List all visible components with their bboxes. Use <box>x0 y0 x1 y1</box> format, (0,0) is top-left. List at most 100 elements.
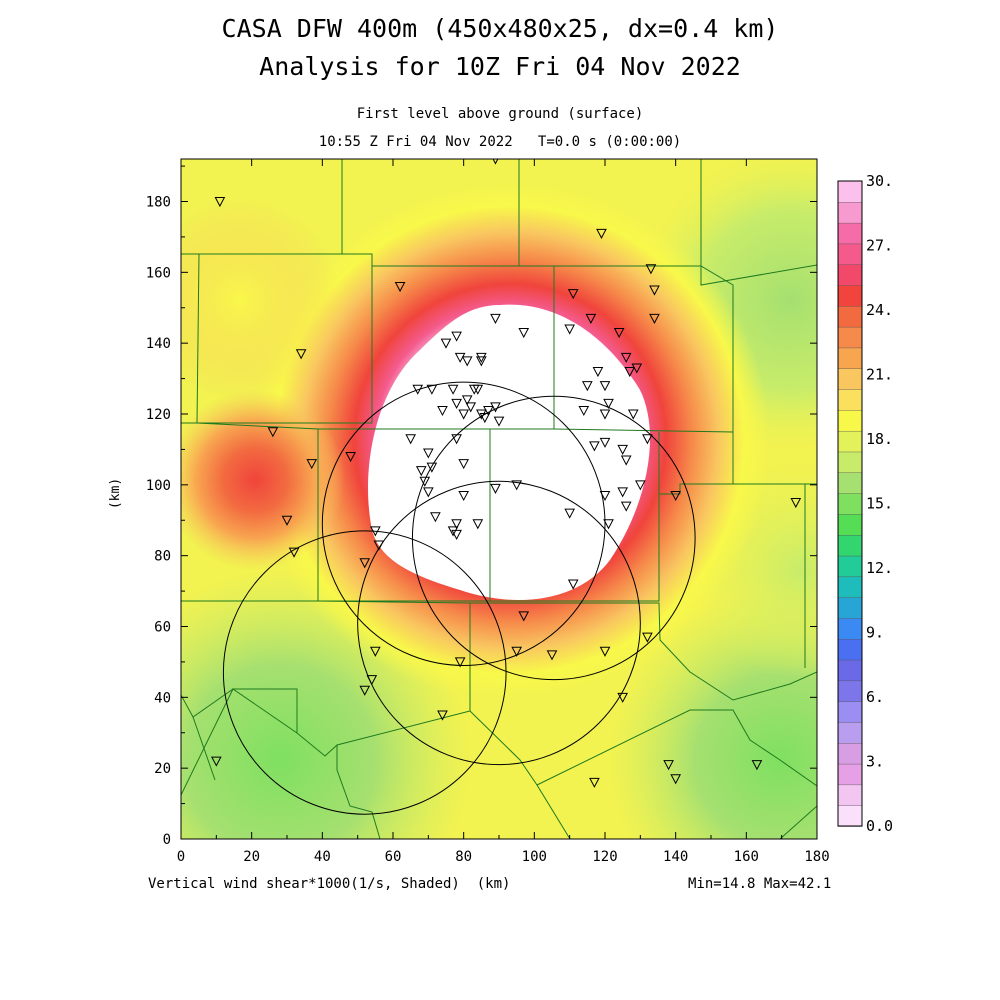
station-marker <box>451 398 462 409</box>
station-marker <box>423 448 434 459</box>
station-marker <box>585 313 597 324</box>
station-markers <box>211 159 802 788</box>
station-marker <box>617 692 628 703</box>
station-marker <box>288 547 300 558</box>
radar-ring-3 <box>357 480 641 766</box>
station-marker <box>394 282 406 293</box>
colorbar-swatch <box>837 264 863 286</box>
level-subtitle: First level above ground (surface) <box>356 106 644 122</box>
station-marker <box>476 356 487 367</box>
station-marker <box>582 381 593 392</box>
colorbar-swatch <box>837 763 863 786</box>
colorbar-label: 0.0 <box>866 817 893 835</box>
station-marker <box>451 519 462 530</box>
station-marker <box>211 756 222 767</box>
station-marker <box>599 490 611 502</box>
station-marker <box>649 313 660 324</box>
radar-ring-4 <box>222 530 507 815</box>
station-marker <box>518 611 530 622</box>
station-marker <box>649 285 660 296</box>
colorbar-swatch <box>837 430 863 453</box>
colorbar-swatch <box>837 680 863 702</box>
radar-ring-1 <box>411 395 696 681</box>
x-tick-label: 60 <box>385 849 402 865</box>
station-marker <box>564 508 575 519</box>
station-marker <box>518 328 530 339</box>
colorbar-swatch <box>837 222 863 245</box>
station-marker <box>458 490 469 502</box>
station-marker <box>599 409 611 420</box>
colorbar-swatch <box>837 243 863 265</box>
station-marker <box>599 381 611 392</box>
station-marker <box>620 352 632 363</box>
y-tick-label: 20 <box>154 761 171 777</box>
station-marker <box>642 434 653 445</box>
colorbar-swatch <box>837 638 863 661</box>
y-tick-label: 80 <box>154 549 171 565</box>
colorbar-swatch <box>837 201 863 224</box>
x-tick-label: 180 <box>804 849 829 865</box>
station-marker <box>642 632 653 643</box>
y-tick-label: 60 <box>154 620 171 636</box>
station-marker <box>373 540 385 551</box>
y-axis-label: (km) <box>108 477 124 510</box>
colorbar-swatch <box>837 513 863 536</box>
chart-title-line1: CASA DFW 400m (450x480x25, dx=0.4 km) <box>221 14 779 43</box>
station-marker <box>454 657 466 668</box>
station-marker <box>483 405 494 417</box>
colorbar-label: 30. <box>866 172 893 190</box>
station-marker <box>465 402 477 413</box>
y-axis: 0 20 40 60 80 100 120 140 160 180 <box>146 165 817 848</box>
y-tick-label: 100 <box>146 478 171 494</box>
time-subtitle: 10:55 Z Fri 04 Nov 2022 T=0.0 s (0:00:00… <box>318 134 682 150</box>
station-marker <box>490 313 501 324</box>
colorbar-label: 18. <box>866 430 893 448</box>
y-tick-label: 120 <box>146 407 171 423</box>
colorbar-swatch <box>837 284 863 307</box>
radar-range-rings <box>222 381 696 815</box>
colorbar-swatch <box>837 409 863 432</box>
station-marker <box>511 480 522 491</box>
x-tick-label: 140 <box>663 849 688 865</box>
station-marker <box>405 434 416 445</box>
station-marker <box>447 384 459 395</box>
station-marker <box>790 498 802 509</box>
station-marker <box>472 519 484 530</box>
station-marker <box>635 480 646 491</box>
x-tick-label: 120 <box>592 849 617 865</box>
station-marker <box>663 760 674 771</box>
station-marker <box>511 646 522 657</box>
y-tick-label: 180 <box>146 195 171 211</box>
station-marker <box>461 395 473 406</box>
station-marker <box>567 289 579 300</box>
station-marker <box>412 384 424 395</box>
station-marker <box>620 455 632 466</box>
y-tick-label: 40 <box>154 690 171 706</box>
colorbar-swatch <box>837 700 863 723</box>
station-marker <box>603 519 614 530</box>
colorbar-label: 24. <box>866 301 893 319</box>
station-marker <box>564 324 575 335</box>
colorbar-swatch <box>837 326 863 349</box>
station-marker <box>599 437 611 448</box>
station-marker <box>415 466 427 477</box>
station-marker <box>437 405 448 417</box>
station-marker <box>423 487 434 498</box>
station-marker <box>670 774 681 785</box>
colorbar-swatch <box>837 576 863 598</box>
station-marker <box>437 710 448 721</box>
colorbar-swatch <box>837 388 863 411</box>
station-marker <box>267 427 279 438</box>
station-marker <box>359 685 371 696</box>
x-tick-label: 0 <box>177 849 185 865</box>
station-marker <box>490 483 501 494</box>
station-marker <box>458 459 469 470</box>
station-marker <box>447 526 459 537</box>
colorbar-swatch <box>837 596 863 619</box>
station-marker <box>295 349 307 360</box>
station-marker <box>617 487 628 498</box>
station-marker <box>578 405 590 417</box>
colorbar-swatch <box>837 617 863 640</box>
x-axis: 0 20 40 60 80 100 120 140 160 180 <box>177 159 830 865</box>
